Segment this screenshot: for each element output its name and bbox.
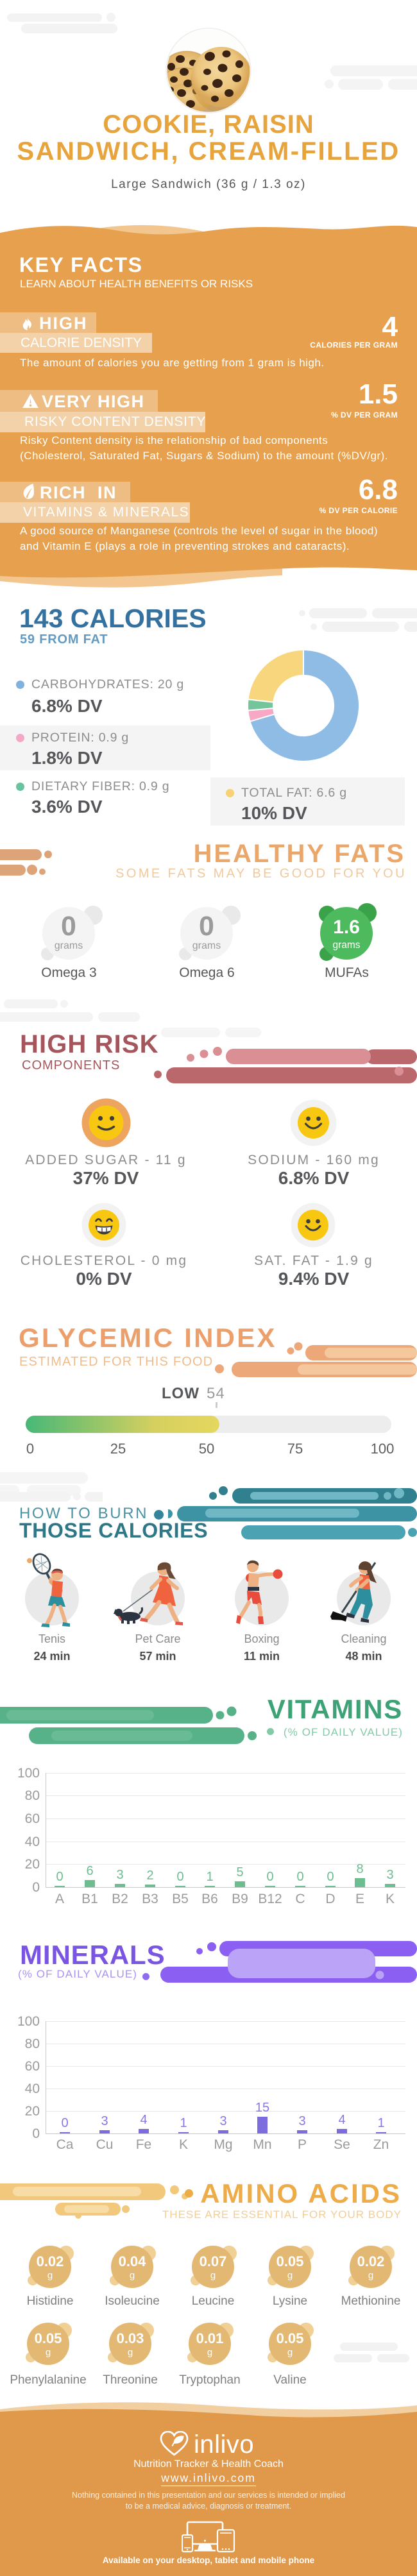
svg-text:0: 0 [199, 911, 214, 942]
svg-text:0.03: 0.03 [117, 2330, 144, 2346]
svg-text:0.01: 0.01 [196, 2330, 224, 2346]
svg-text:g: g [287, 2347, 293, 2358]
svg-text:1.6: 1.6 [333, 917, 360, 938]
svg-text:g: g [287, 2270, 293, 2281]
svg-text:g: g [368, 2270, 373, 2281]
svg-text:grams: grams [55, 940, 83, 951]
svg-text:0.04: 0.04 [119, 2253, 147, 2269]
svg-text:0.02: 0.02 [37, 2253, 64, 2269]
svg-text:grams: grams [332, 940, 360, 951]
svg-text:grams: grams [192, 940, 221, 951]
svg-text:g: g [128, 2347, 133, 2358]
svg-text:0.05: 0.05 [35, 2330, 62, 2346]
svg-text:0: 0 [61, 911, 76, 942]
svg-text:g: g [210, 2270, 216, 2281]
svg-text:g: g [130, 2270, 135, 2281]
svg-text:g: g [47, 2270, 53, 2281]
svg-text:g: g [207, 2347, 212, 2358]
svg-text:0.05: 0.05 [277, 2253, 304, 2269]
svg-text:0.07: 0.07 [200, 2253, 227, 2269]
svg-text:g: g [46, 2347, 51, 2358]
svg-text:0.02: 0.02 [357, 2253, 385, 2269]
svg-text:0.05: 0.05 [277, 2330, 304, 2346]
